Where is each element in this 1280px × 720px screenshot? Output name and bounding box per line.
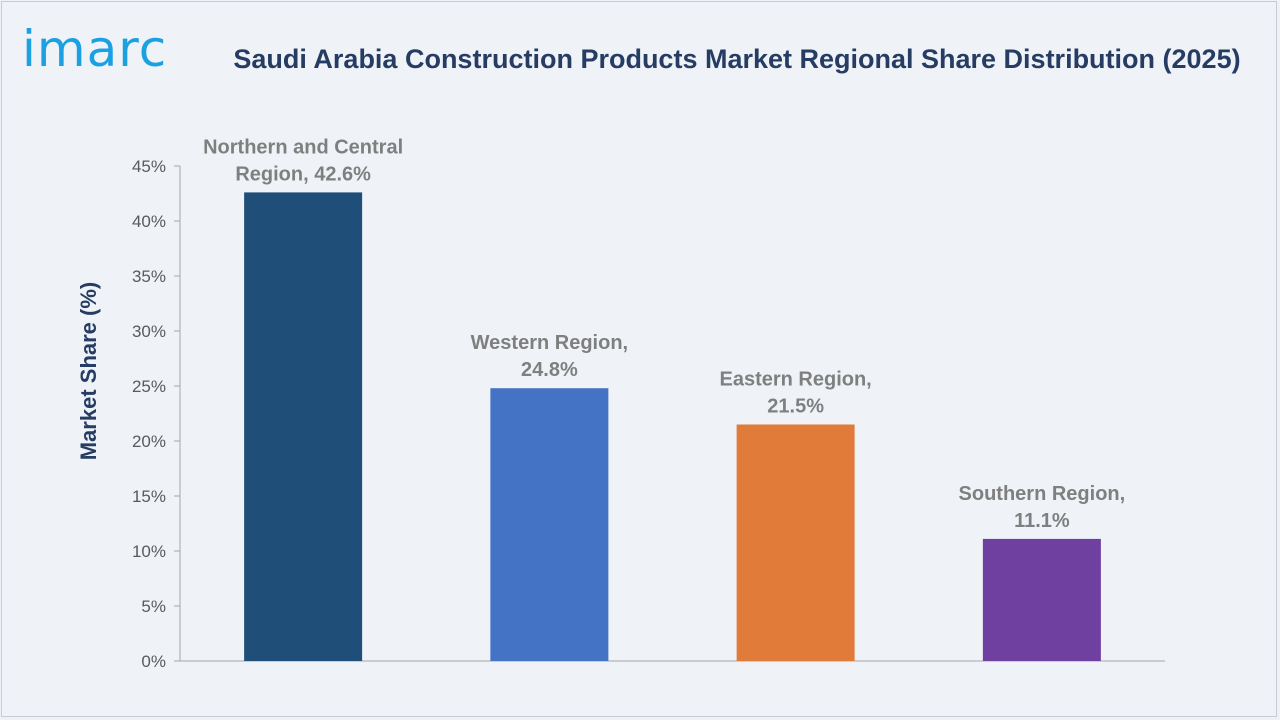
y-tick-label: 25% [132, 377, 166, 396]
bar [490, 388, 609, 661]
y-axis-label: Market Share (%) [76, 282, 101, 461]
bar [736, 424, 855, 661]
y-tick-label: 40% [132, 212, 166, 231]
bar-data-label: Eastern Region, [719, 369, 871, 391]
bar [982, 538, 1101, 661]
chart-title: Saudi Arabia Construction Products Marke… [233, 44, 1241, 74]
y-tick-label: 5% [141, 597, 166, 616]
y-tick-label: 45% [132, 157, 166, 176]
y-tick-label: 30% [132, 322, 166, 341]
bar-data-label: 11.1% [1014, 510, 1070, 532]
bar-data-label: Southern Region, [959, 483, 1126, 505]
y-tick-label: 0% [141, 652, 166, 671]
bar-data-label: Northern and Central [203, 136, 403, 158]
bar-data-label: 21.5% [767, 396, 824, 418]
bar [244, 192, 363, 661]
bar-data-label: Region, 42.6% [235, 163, 371, 185]
bars-group [244, 192, 1101, 661]
y-tick-label: 20% [132, 432, 166, 451]
y-tick-label: 10% [132, 542, 166, 561]
y-tick-label: 35% [132, 267, 166, 286]
bar-data-label: Western Region, [471, 332, 628, 354]
bar-data-label: 24.8% [521, 359, 578, 381]
y-axis: 0% 5% 10% 15% 20% 25% 30% 35% 40% 45% [132, 157, 1165, 671]
y-tick-label: 15% [132, 487, 166, 506]
data-labels-group: Northern and Central Region, 42.6% Western… [203, 136, 1125, 532]
imarc-logo: imarc [22, 20, 168, 78]
